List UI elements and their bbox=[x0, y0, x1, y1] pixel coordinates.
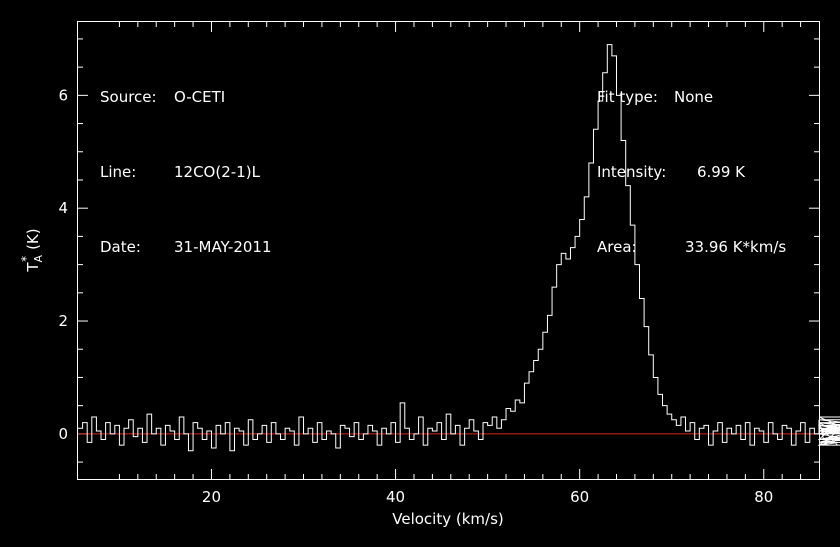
source-value: O-CETI bbox=[174, 88, 226, 106]
x-tick-label: 60 bbox=[570, 488, 589, 506]
area-value: 33.96 K*km/s bbox=[685, 238, 787, 256]
svg-text:TA*(K): TA* (K) bbox=[19, 228, 45, 272]
area-row: Area: 33.96 K*km/s bbox=[597, 235, 786, 260]
y-tick-label: 0 bbox=[58, 425, 68, 443]
y-axis-label-sup: * bbox=[19, 256, 33, 262]
y-tick-label: 4 bbox=[58, 199, 68, 217]
axis-tick-labels: 20 40 60 80 0 2 4 6 bbox=[58, 86, 773, 506]
fit-type-value: None bbox=[674, 88, 714, 106]
y-axis-label-sub: A bbox=[32, 254, 45, 262]
y-axis-label-main: T bbox=[24, 262, 42, 273]
date-key: Date: bbox=[100, 238, 141, 256]
header-right: Fit type: None Intensity: 6.99 K Area: 33.9… bbox=[597, 35, 786, 285]
intensity-row: Intensity: 6.99 K bbox=[597, 160, 786, 185]
y-axis-label: TA* (K) bbox=[19, 228, 45, 272]
x-tick-label: 20 bbox=[202, 488, 221, 506]
y-tick-label: 2 bbox=[58, 312, 68, 330]
x-tick-label: 80 bbox=[754, 488, 773, 506]
spectrum-series bbox=[78, 44, 840, 452]
y-axis-label-unit: (K) bbox=[24, 228, 42, 250]
source-row: Source: O-CETI bbox=[100, 85, 272, 110]
line-key: Line: bbox=[100, 163, 137, 181]
y-tick-label: 6 bbox=[58, 86, 68, 104]
intensity-value: 6.99 K bbox=[697, 163, 746, 181]
intensity-key: Intensity: bbox=[597, 163, 667, 181]
source-key: Source: bbox=[100, 88, 157, 106]
line-value: 12CO(2-1)L bbox=[174, 163, 260, 181]
axis-ticks bbox=[78, 22, 819, 479]
date-row: Date: 31-MAY-2011 bbox=[100, 235, 272, 260]
date-value: 31-MAY-2011 bbox=[174, 238, 272, 256]
fit-type-key: Fit type: bbox=[597, 88, 658, 106]
fit-type-row: Fit type: None bbox=[597, 85, 786, 110]
header-left: Source: O-CETI Line: 12CO(2-1)L Date: 31-MA… bbox=[100, 35, 272, 285]
area-key: Area: bbox=[597, 238, 637, 256]
plot-frame bbox=[77, 21, 820, 480]
line-row: Line: 12CO(2-1)L bbox=[100, 160, 272, 185]
x-axis-label: Velocity (km/s) bbox=[392, 510, 503, 528]
x-tick-label: 40 bbox=[386, 488, 405, 506]
